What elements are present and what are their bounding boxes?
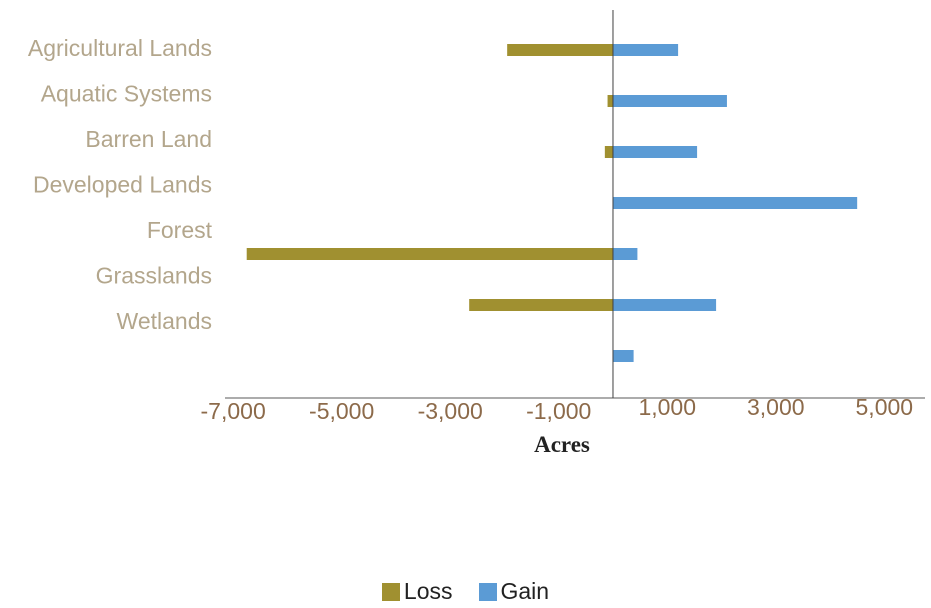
category-label: Barren Land bbox=[85, 126, 212, 152]
bar-loss bbox=[604, 146, 613, 158]
legend-swatch-loss bbox=[381, 582, 400, 601]
x-tick-label: 1,000 bbox=[638, 394, 696, 420]
category-label: Wetlands bbox=[117, 308, 212, 334]
x-tick-label: -3,000 bbox=[418, 398, 483, 424]
legend: Loss Gain bbox=[0, 578, 931, 605]
legend-item-loss: Loss bbox=[381, 578, 453, 605]
legend-item-gain: Gain bbox=[478, 578, 550, 605]
category-label: Forest bbox=[147, 217, 213, 243]
x-tick-label: -1,000 bbox=[526, 398, 591, 424]
bar-gain bbox=[612, 350, 634, 362]
bar-gain bbox=[612, 197, 858, 209]
category-label: Agricultural Lands bbox=[28, 35, 212, 61]
bar-gain bbox=[612, 248, 638, 260]
bar-loss bbox=[246, 248, 613, 260]
category-label: Developed Lands bbox=[33, 172, 212, 198]
x-tick-labels: -7,000 -5,000 -3,000 -1,000 1,000 3,000 5,000 bbox=[201, 394, 914, 424]
x-tick-label: 3,000 bbox=[747, 394, 805, 420]
category-labels: Agricultural Lands Aquatic Systems Barren … bbox=[28, 35, 213, 334]
legend-label-loss: Loss bbox=[403, 578, 453, 604]
x-tick-label: -7,000 bbox=[201, 398, 266, 424]
legend-swatch-gain bbox=[478, 582, 497, 601]
x-axis-title: Acres bbox=[534, 432, 590, 457]
x-tick-label: 5,000 bbox=[856, 394, 914, 420]
bar-loss bbox=[607, 95, 613, 107]
bar-gain bbox=[612, 146, 698, 158]
bar-gain bbox=[612, 95, 727, 107]
bar-gain bbox=[612, 44, 679, 56]
category-label: Grasslands bbox=[96, 263, 212, 289]
bar-loss bbox=[469, 299, 613, 311]
bars bbox=[246, 44, 858, 362]
category-label: Aquatic Systems bbox=[41, 81, 212, 107]
bar-loss bbox=[507, 44, 613, 56]
x-tick-label: -5,000 bbox=[309, 398, 374, 424]
bar-gain bbox=[612, 299, 717, 311]
legend-label-gain: Gain bbox=[500, 578, 550, 604]
